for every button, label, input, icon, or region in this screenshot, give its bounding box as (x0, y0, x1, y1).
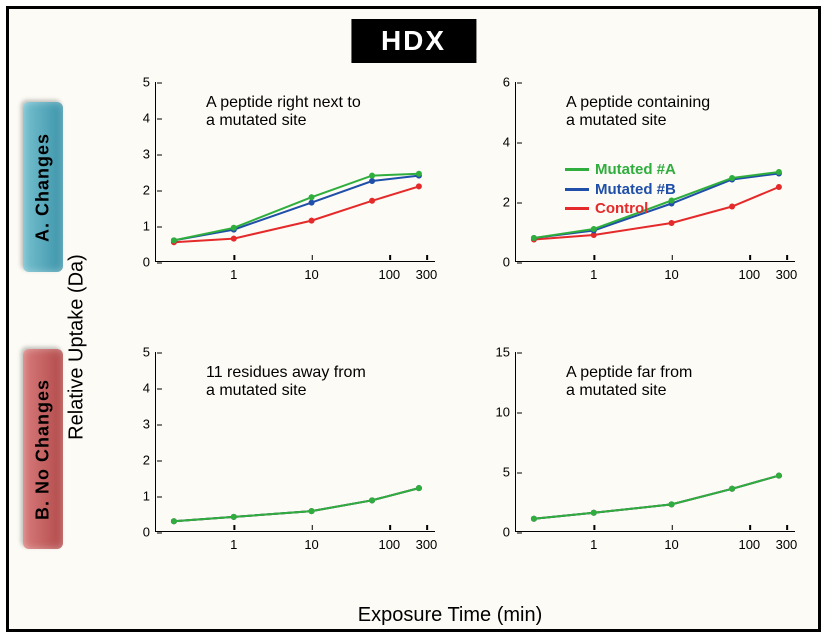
x-tick: 300 (776, 531, 798, 552)
y-tick: 2 (143, 453, 156, 468)
y-tick: 15 (496, 345, 516, 360)
legend-item: Mutated #A (565, 160, 676, 180)
x-tick: 100 (378, 261, 400, 282)
y-tick: 0 (143, 525, 156, 540)
legend-item: Control (565, 199, 676, 219)
panel-bottom-left: 0 1 2 3 4 5 1 10 100 300 11 residues away from a m… (115, 344, 445, 574)
series-marker-control (369, 198, 375, 204)
series-marker-mutated_a (776, 473, 782, 479)
plot-box: 012345110100300A peptide right next to a… (155, 82, 435, 262)
y-tick: 2 (503, 195, 516, 210)
series-marker-mutated_a (416, 485, 422, 491)
y-tick: 5 (143, 345, 156, 360)
series-marker-mutated_a (309, 508, 315, 514)
side-badge-changes: A. Changes (23, 102, 63, 272)
series-marker-mutated_a (231, 514, 237, 520)
series-marker-mutated_a (171, 518, 177, 524)
y-tick: 4 (143, 111, 156, 126)
series-marker-mutated_b (309, 200, 315, 206)
series-line-mutated_b (174, 488, 419, 521)
series-marker-control (416, 183, 422, 189)
series-marker-control (309, 218, 315, 224)
x-tick: 1 (230, 531, 237, 552)
y-tick: 0 (143, 255, 156, 270)
panel-caption: A peptide far from a mutated site (566, 364, 692, 401)
x-tick: 300 (776, 261, 798, 282)
series-line-control (174, 488, 419, 521)
y-tick: 5 (503, 465, 516, 480)
series-line-mutated_b (174, 176, 419, 241)
series-marker-control (729, 204, 735, 210)
panel-bottom-right: 0 5 10 15 1 10 100 300 A peptide far from a muta… (475, 344, 805, 574)
series-marker-mutated_a (369, 173, 375, 179)
x-axis-label: Exposure Time (min) (358, 604, 543, 627)
legend-label: Mutated #A (595, 160, 676, 180)
series-line-mutated_a (174, 488, 419, 521)
x-tick: 100 (738, 531, 760, 552)
figure-frame: HDX A. Changes B. No Changes Relative Up… (6, 6, 821, 632)
series-marker-mutated_a (369, 497, 375, 503)
x-tick: 10 (664, 531, 678, 552)
panel-caption: A peptide containing a mutated site (566, 94, 710, 131)
x-tick: 10 (304, 261, 318, 282)
y-tick: 10 (496, 405, 516, 420)
x-tick: 100 (378, 531, 400, 552)
y-tick: 1 (143, 489, 156, 504)
series-line-control (534, 476, 779, 519)
y-tick: 2 (143, 183, 156, 198)
x-tick: 1 (590, 261, 597, 282)
series-line-mutated_b (534, 476, 779, 519)
series-marker-mutated_a (776, 169, 782, 175)
panel-top-left: 0 1 2 3 4 5 1 10 100 300 A peptide right next to a… (115, 74, 445, 304)
y-tick: 1 (143, 219, 156, 234)
x-tick: 10 (664, 261, 678, 282)
legend-label: Mutated #B (595, 180, 676, 200)
legend-label: Control (595, 199, 648, 219)
panel-caption: 11 residues away from a mutated site (206, 364, 366, 401)
y-tick: 4 (143, 381, 156, 396)
series-marker-mutated_b (369, 178, 375, 184)
y-tick: 3 (143, 417, 156, 432)
series-line-mutated_a (534, 476, 779, 519)
x-tick: 300 (416, 531, 438, 552)
hdx-title-badge: HDX (351, 19, 476, 63)
series-marker-mutated_a (669, 501, 675, 507)
chart-area: Relative Uptake (Da) Exposure Time (min)… (85, 64, 815, 629)
legend-item: Mutated #B (565, 180, 676, 200)
series-marker-mutated_a (231, 225, 237, 231)
series-marker-mutated_a (591, 510, 597, 516)
series-marker-control (669, 220, 675, 226)
y-tick: 4 (503, 135, 516, 150)
plot-box: 051015110100300A peptide far from a muta… (515, 352, 795, 532)
side-badge-no-changes: B. No Changes (23, 349, 63, 549)
x-tick: 300 (416, 261, 438, 282)
plot-box: 01234511010030011 residues away from a m… (155, 352, 435, 532)
series-marker-control (776, 184, 782, 190)
series-marker-control (231, 236, 237, 242)
legend-swatch (565, 188, 589, 191)
y-tick: 6 (503, 75, 516, 90)
series-marker-mutated_a (531, 235, 537, 241)
y-tick: 0 (503, 255, 516, 270)
series-marker-mutated_a (416, 171, 422, 177)
legend-swatch (565, 207, 589, 210)
x-tick: 100 (738, 261, 760, 282)
legend-swatch (565, 168, 589, 171)
x-tick: 10 (304, 531, 318, 552)
series-marker-mutated_a (531, 516, 537, 522)
x-tick: 1 (590, 531, 597, 552)
series-marker-mutated_a (309, 194, 315, 200)
series-marker-mutated_a (171, 237, 177, 243)
series-marker-mutated_a (591, 226, 597, 232)
y-tick: 5 (143, 75, 156, 90)
y-axis-label: Relative Uptake (Da) (66, 254, 89, 440)
y-tick: 0 (503, 525, 516, 540)
series-marker-mutated_a (729, 486, 735, 492)
series-marker-mutated_a (729, 175, 735, 181)
panel-caption: A peptide right next to a mutated site (206, 94, 361, 131)
y-tick: 3 (143, 147, 156, 162)
x-tick: 1 (230, 261, 237, 282)
legend: Mutated #AMutated #BControl (565, 160, 676, 219)
